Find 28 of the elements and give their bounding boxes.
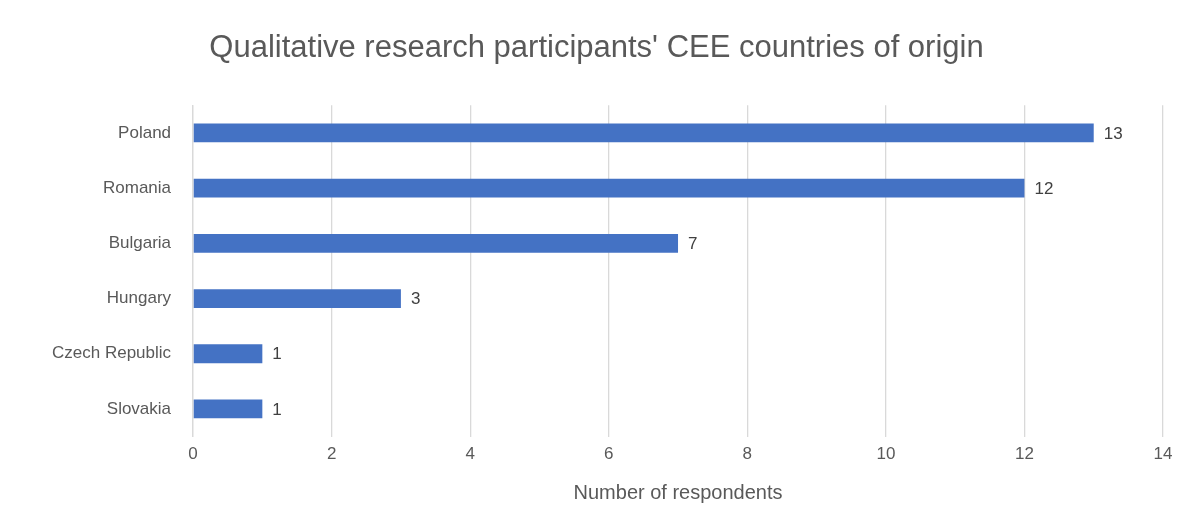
y-tick-label: Hungary <box>106 288 172 308</box>
x-tick-label: 14 <box>1153 444 1173 464</box>
data-label: 7 <box>688 233 698 253</box>
y-tick-label: Romania <box>103 177 172 197</box>
data-label: 1 <box>272 344 282 364</box>
bar <box>193 123 1094 143</box>
x-tick-label: 2 <box>326 444 337 464</box>
chart-title: Qualitative research participants' CEE countries of origin <box>209 29 984 65</box>
x-tick-label: 12 <box>1014 444 1034 464</box>
y-tick-label: Czech Republic <box>52 343 172 363</box>
data-label: 1 <box>272 399 282 419</box>
bar <box>193 399 263 419</box>
x-tick-label: 8 <box>742 444 753 464</box>
x-tick-label: 10 <box>876 444 896 464</box>
bar <box>193 178 1025 198</box>
bar <box>193 344 263 364</box>
x-axis-title: Number of respondents <box>573 480 783 503</box>
data-label: 3 <box>410 289 421 309</box>
y-tick-label: Bulgaria <box>108 232 172 252</box>
data-label: 13 <box>1103 123 1123 143</box>
y-tick-label: Slovakia <box>106 398 172 418</box>
bar <box>193 233 679 253</box>
x-tick-label: 6 <box>604 444 614 464</box>
data-label: 12 <box>1034 178 1054 198</box>
y-tick-label: Poland <box>118 122 172 142</box>
bar <box>193 289 401 308</box>
x-tick-label: 0 <box>188 444 198 464</box>
x-tick-label: 4 <box>465 444 475 464</box>
